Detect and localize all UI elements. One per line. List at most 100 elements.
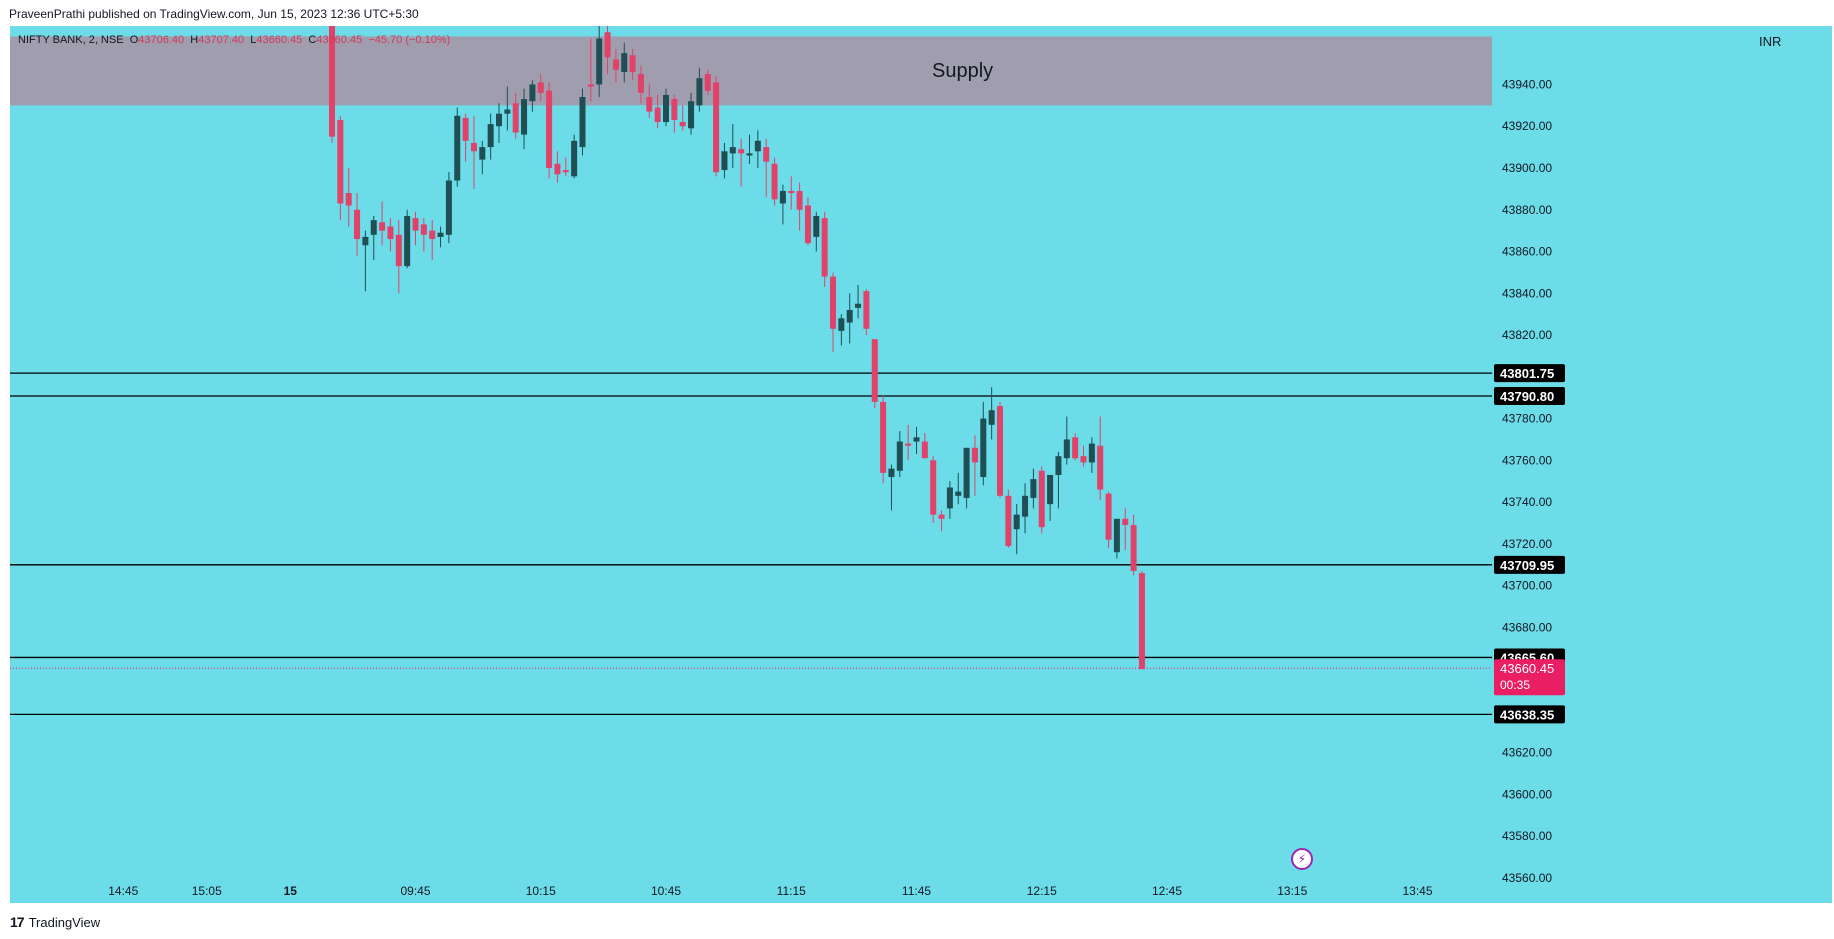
candle-body[interactable]	[804, 205, 811, 244]
candle-body[interactable]	[612, 59, 619, 70]
candle-body[interactable]	[604, 32, 611, 58]
candle-body[interactable]	[395, 234, 402, 267]
supply-zone[interactable]	[10, 36, 1492, 106]
candle-body[interactable]	[529, 84, 536, 102]
candle-body[interactable]	[479, 147, 486, 160]
candle-body[interactable]	[621, 53, 628, 72]
candle-body[interactable]	[663, 94, 669, 123]
candle-body[interactable]	[1063, 439, 1070, 459]
candle-body[interactable]	[429, 230, 436, 239]
candle-body[interactable]	[1055, 456, 1062, 475]
candle-body[interactable]	[1013, 514, 1020, 530]
symbol-legend[interactable]: NIFTY BANK, 2, NSE O43706.40 H43707.40 L…	[18, 34, 450, 46]
candle-body[interactable]	[496, 113, 502, 127]
candle-body[interactable]	[946, 487, 953, 509]
candle-body[interactable]	[345, 193, 352, 206]
candle-body[interactable]	[997, 406, 1003, 496]
candle-body[interactable]	[930, 460, 937, 515]
candle-body[interactable]	[1080, 456, 1087, 463]
candle-body[interactable]	[587, 84, 594, 87]
candle-body[interactable]	[1105, 493, 1112, 540]
candle-body[interactable]	[1005, 495, 1012, 546]
candle-body[interactable]	[1130, 525, 1137, 571]
candle-body[interactable]	[738, 149, 745, 154]
candle-body[interactable]	[1022, 495, 1029, 517]
plot-background[interactable]	[10, 26, 1492, 903]
candle-body[interactable]	[921, 441, 928, 459]
candlestick-chart[interactable]: 43560.0043580.0043600.0043620.0043640.00…	[10, 26, 1832, 903]
candle-body[interactable]	[537, 82, 544, 93]
price-axis-background[interactable]	[1492, 26, 1832, 903]
candle-body[interactable]	[763, 147, 770, 162]
candle-body[interactable]	[354, 209, 361, 239]
candle-body[interactable]	[779, 190, 786, 204]
candle-body[interactable]	[462, 117, 469, 141]
candle-body[interactable]	[646, 96, 653, 112]
candle-body[interactable]	[955, 491, 962, 496]
candle-body[interactable]	[855, 303, 862, 308]
candle-body[interactable]	[554, 163, 561, 175]
candle-body[interactable]	[329, 26, 335, 137]
candle-body[interactable]	[1113, 518, 1120, 553]
candle-body[interactable]	[412, 218, 419, 231]
candle-body[interactable]	[863, 291, 870, 329]
tradingview-footer[interactable]: 17 TradingView	[10, 914, 100, 930]
candle-body[interactable]	[1097, 445, 1104, 490]
currency-label[interactable]: INR	[1759, 34, 1782, 49]
candle-body[interactable]	[671, 99, 678, 120]
candle-body[interactable]	[905, 443, 912, 446]
candle-body[interactable]	[571, 140, 578, 177]
candle-body[interactable]	[337, 119, 344, 204]
candle-body[interactable]	[579, 96, 586, 148]
candle-body[interactable]	[454, 115, 461, 181]
candle-body[interactable]	[754, 140, 761, 152]
candle-body[interactable]	[771, 163, 778, 200]
lightning-icon[interactable]: ⚡	[1291, 848, 1313, 870]
candle-body[interactable]	[963, 447, 970, 498]
candle-body[interactable]	[838, 318, 845, 331]
candle-body[interactable]	[821, 218, 828, 277]
candle-body[interactable]	[445, 180, 452, 235]
candle-body[interactable]	[871, 339, 878, 402]
candle-body[interactable]	[846, 309, 853, 323]
candle-body[interactable]	[1072, 437, 1079, 459]
candle-body[interactable]	[888, 468, 895, 478]
candle-body[interactable]	[938, 514, 945, 519]
candle-body[interactable]	[1138, 573, 1145, 670]
candle-body[interactable]	[880, 401, 887, 473]
candle-body[interactable]	[562, 170, 569, 173]
candle-body[interactable]	[729, 147, 736, 154]
candle-body[interactable]	[896, 441, 903, 471]
candle-body[interactable]	[980, 418, 987, 478]
candle-body[interactable]	[504, 109, 511, 114]
candle-body[interactable]	[713, 82, 720, 173]
candle-body[interactable]	[420, 224, 427, 235]
candle-body[interactable]	[629, 55, 636, 72]
candle-body[interactable]	[470, 142, 477, 152]
candle-body[interactable]	[596, 38, 603, 85]
candle-body[interactable]	[988, 410, 995, 425]
candle-body[interactable]	[704, 74, 711, 91]
candle-body[interactable]	[788, 190, 795, 194]
candle-body[interactable]	[1047, 474, 1054, 505]
candle-body[interactable]	[1038, 470, 1045, 528]
candle-body[interactable]	[813, 216, 820, 237]
candle-body[interactable]	[913, 437, 920, 442]
candle-body[interactable]	[830, 276, 836, 329]
candle-body[interactable]	[521, 99, 528, 135]
candle-body[interactable]	[679, 122, 686, 127]
candle-body[interactable]	[437, 232, 444, 237]
candle-body[interactable]	[637, 74, 644, 93]
symbol-name[interactable]: NIFTY BANK, 2, NSE	[18, 34, 124, 46]
candle-body[interactable]	[1030, 479, 1037, 498]
candle-body[interactable]	[487, 124, 494, 148]
candle-body[interactable]	[971, 447, 978, 463]
candle-body[interactable]	[387, 226, 394, 239]
candle-body[interactable]	[546, 90, 553, 168]
candle-body[interactable]	[379, 222, 386, 231]
chart-area[interactable]: 43560.0043580.0043600.0043620.0043640.00…	[10, 26, 1832, 903]
candle-body[interactable]	[696, 78, 703, 106]
candle-body[interactable]	[721, 151, 728, 171]
candle-body[interactable]	[796, 190, 803, 210]
candle-body[interactable]	[654, 107, 661, 123]
